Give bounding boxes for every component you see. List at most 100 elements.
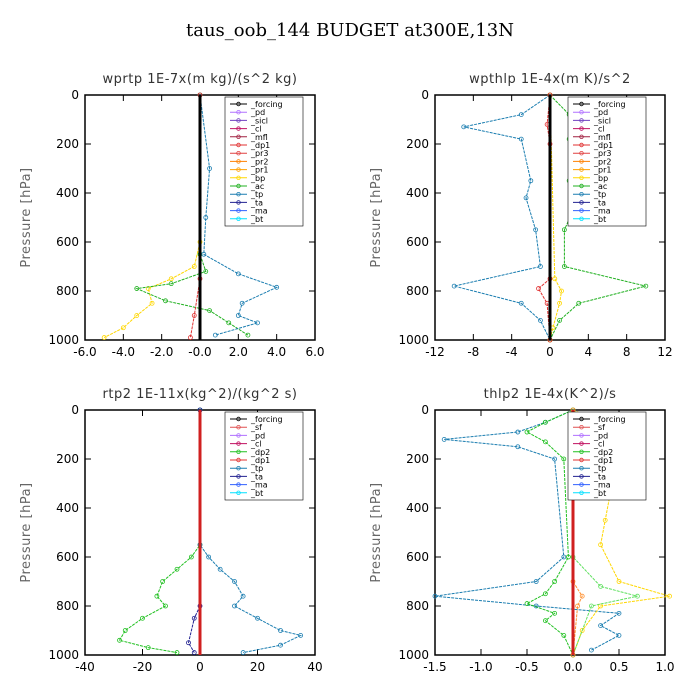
x-tick-label: -4.0 <box>112 345 135 359</box>
series-marker <box>240 650 246 655</box>
series-marker <box>217 566 223 572</box>
y-axis-label: Pressure [hPa] <box>369 167 384 267</box>
series-marker <box>154 593 160 599</box>
y-tick-label: 200 <box>406 137 429 151</box>
y-tick-label: 0 <box>421 88 429 102</box>
legend-marker <box>236 183 241 189</box>
legend-label: _ta <box>593 198 606 207</box>
series-marker <box>207 308 212 314</box>
series-marker <box>579 628 585 633</box>
series-marker <box>561 456 567 462</box>
legend-label: _mfl <box>593 133 611 142</box>
legend-marker <box>236 441 241 446</box>
legend-label: _pr2 <box>250 157 268 166</box>
series-marker <box>278 628 283 633</box>
x-tick-label: -6.0 <box>73 345 96 359</box>
x-tick-label: 0.0 <box>563 660 582 674</box>
legend-marker <box>236 216 241 221</box>
series-marker <box>101 335 107 340</box>
series-marker <box>557 317 562 323</box>
series-marker <box>598 603 604 609</box>
legend-label: _ac <box>250 182 264 191</box>
legend-label: _pr3 <box>593 149 611 158</box>
legend-marker <box>579 183 584 189</box>
legend-marker <box>236 159 241 164</box>
legend-label: _ma <box>250 207 268 216</box>
series-marker <box>188 335 193 340</box>
x-tick-label: 0.5 <box>609 660 628 674</box>
series-marker <box>255 320 260 326</box>
series-marker <box>533 603 539 609</box>
legend-label: _ma <box>593 207 611 216</box>
legend-label: _dp1 <box>250 141 270 150</box>
series-marker <box>616 579 622 584</box>
series-marker <box>602 517 608 523</box>
legend-box <box>224 411 304 501</box>
legend-label: _forcing <box>250 415 283 424</box>
legend-label: _ta <box>250 472 263 481</box>
legend-label: _forcing <box>593 415 626 424</box>
chart-panel-rtp2: rtp2 1E-11x(kg^2)/(kg^2 s) Pressure [hPa]… <box>19 387 323 674</box>
y-tick-label: 1000 <box>48 648 79 662</box>
x-tick-label: -20 <box>133 660 153 674</box>
x-tick-label: -0.0 <box>188 345 211 359</box>
legend-label: _dp1 <box>593 141 613 150</box>
series-marker <box>174 650 180 655</box>
legend-label: _dp2 <box>250 448 270 457</box>
x-tick-label: 2.0 <box>229 345 248 359</box>
series-line-tp <box>454 94 551 341</box>
legend-label: _mfl <box>250 133 268 142</box>
series-marker <box>232 603 237 609</box>
series-marker <box>538 317 543 323</box>
series-marker <box>188 554 194 560</box>
legend-marker <box>236 416 241 422</box>
legend-label: _ma <box>593 481 611 490</box>
series-marker <box>552 276 558 282</box>
y-axis-label: Pressure [hPa] <box>19 482 34 582</box>
chart-panel-wprtp: wprtp 1E-7x(m kg)/(s^2 kg) Pressure [hPa]… <box>19 72 325 359</box>
legend-marker <box>579 142 584 148</box>
x-tick-label: 20 <box>250 660 265 674</box>
series-marker <box>598 542 604 548</box>
series-marker <box>538 264 543 269</box>
legend-box <box>567 411 647 501</box>
legend-label: _cl <box>250 125 262 134</box>
series-marker <box>616 632 622 638</box>
legend-label: _pd <box>250 431 265 440</box>
legend-marker <box>579 150 584 156</box>
legend-marker <box>579 416 584 422</box>
x-tick-label: 8 <box>623 345 631 359</box>
series-marker <box>134 286 140 291</box>
legend-label: _dp1 <box>593 456 613 465</box>
series-marker <box>203 215 209 220</box>
y-axis-label: Pressure [hPa] <box>19 167 34 267</box>
panel-title: rtp2 1E-11x(kg^2)/(kg^2 s) <box>103 387 298 402</box>
series-marker <box>515 429 521 435</box>
series-marker <box>145 645 151 651</box>
series-marker <box>588 647 594 653</box>
y-tick-label: 800 <box>406 284 429 298</box>
legend-marker <box>579 425 584 430</box>
series-marker <box>203 268 209 274</box>
series-marker <box>542 618 548 624</box>
series-marker <box>149 300 155 306</box>
legend-marker <box>579 118 584 123</box>
legend-label: _tp <box>593 190 606 199</box>
x-tick-label: 1.0 <box>655 660 674 674</box>
legend-label: _pr2 <box>593 157 611 166</box>
series-marker <box>523 195 529 201</box>
series-marker <box>191 615 197 621</box>
series-marker <box>245 332 251 338</box>
series-marker <box>565 554 571 560</box>
series-marker <box>552 610 558 616</box>
legend-marker <box>579 191 584 197</box>
series-marker <box>598 583 604 589</box>
series-line-tp <box>199 94 279 336</box>
legend-marker <box>579 449 584 454</box>
series-marker <box>576 300 582 306</box>
legend-marker <box>236 118 241 123</box>
y-tick-label: 0 <box>71 403 79 417</box>
legend-marker <box>579 167 584 172</box>
legend-label: _forcing <box>250 100 283 109</box>
x-tick-label: 0 <box>196 660 204 674</box>
